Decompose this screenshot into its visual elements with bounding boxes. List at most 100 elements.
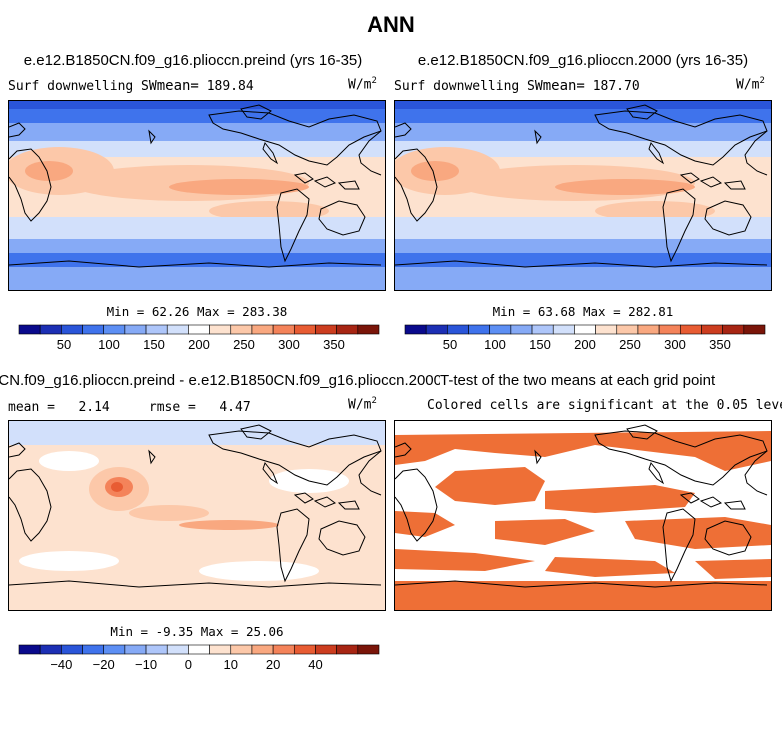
- colorbar-bottom-left: −40 −20 −10 0 10 20 40: [18, 644, 380, 672]
- colorbar-tick-label: −10: [135, 657, 157, 672]
- colorbar-tick-label: 300: [278, 337, 300, 352]
- colorbar-swatch: [272, 324, 295, 335]
- panel-title-top-right: e.e12.B1850CN.f09_g16.plioccn.2000 (yrs …: [417, 52, 749, 69]
- min-value: 62.26: [151, 304, 190, 319]
- colorbar-tick-label: 20: [266, 657, 280, 672]
- colorbar-swatch: [145, 324, 168, 335]
- colorbar-swatch: [293, 324, 316, 335]
- colorbar-swatch: [82, 324, 105, 335]
- colorbar-tick-label: 300: [664, 337, 686, 352]
- colorbar-swatch: [595, 324, 618, 335]
- units-text: W/m: [736, 77, 760, 93]
- colorbar-tick-label: 350: [709, 337, 731, 352]
- colorbar-tick-label: 250: [619, 337, 641, 352]
- colorbar-swatch: [251, 644, 274, 655]
- colorbar-swatch: [447, 324, 469, 335]
- colorbar-swatch: [468, 324, 491, 335]
- colorbar-swatch: [124, 324, 147, 335]
- colorbar-swatch: [637, 324, 660, 335]
- map-bottom-right: [394, 420, 772, 611]
- units-sup: 2: [371, 396, 377, 406]
- colorbar-swatch: [336, 644, 359, 655]
- map-top-right: [394, 100, 772, 291]
- colorbar-tick-label: 200: [574, 337, 596, 352]
- colorbar-tick-label: 40: [308, 657, 322, 672]
- max-label: Max =: [200, 624, 239, 639]
- mean-value: 189.84: [206, 79, 254, 94]
- colorbar-swatch: [124, 644, 147, 655]
- colorbar-tick-label: 0: [185, 657, 192, 672]
- colorbar-top-right: 50 100 150 200 250 300 350: [404, 324, 766, 352]
- colorbar-swatch: [103, 644, 126, 655]
- min-label: Min =: [106, 304, 145, 319]
- variable-label: Surf downwelling SW: [394, 79, 543, 94]
- colorbar-swatch: [425, 324, 448, 335]
- colorbar-tick-label: 100: [484, 337, 506, 352]
- colorbar-swatch: [230, 324, 253, 335]
- mean-label: mean=: [542, 78, 585, 94]
- panel-variable-top-left: Surf downwelling SWmean= 189.84: [8, 78, 254, 94]
- min-label: Min =: [110, 624, 149, 639]
- units-text: W/m: [348, 397, 372, 413]
- colorbar-tick-label: −40: [50, 657, 72, 672]
- map-top-left: [8, 100, 386, 291]
- colorbar-swatch: [679, 324, 702, 335]
- units-text: W/m: [348, 77, 372, 93]
- colorbar-tick-label: 100: [98, 337, 120, 352]
- mean-label: mean=: [156, 78, 199, 94]
- colorbar-swatch: [272, 644, 295, 655]
- min-label: Min =: [492, 304, 531, 319]
- panel-title-bottom-right: T-test of the two means at each grid poi…: [440, 372, 716, 389]
- colorbar-tick-label: 350: [323, 337, 345, 352]
- min-value: -9.35: [155, 624, 194, 639]
- max-label: Max =: [197, 304, 235, 319]
- max-value: 282.81: [628, 304, 674, 319]
- colorbar-tick-label: 200: [188, 337, 210, 352]
- mean-value: 2.14: [78, 400, 110, 415]
- colorbar-swatch: [61, 324, 83, 335]
- colorbar-swatch: [616, 324, 639, 335]
- minmax-bottom-left: Min = -9.35 Max = 25.06: [8, 624, 386, 639]
- colorbar-swatch: [357, 324, 380, 335]
- units-top-right: W/m2: [736, 76, 765, 92]
- colorbar-tick-label: 10: [224, 657, 238, 672]
- colorbar-tick-label: 150: [143, 337, 165, 352]
- colorbar-swatch: [39, 324, 62, 335]
- map-bottom-left: [8, 420, 386, 611]
- colorbar-swatch: [357, 644, 380, 655]
- colorbar-swatch: [743, 324, 766, 335]
- colorbar-top-left: 50 100 150 200 250 300 350: [18, 324, 380, 352]
- units-sup: 2: [371, 76, 377, 86]
- colorbar-swatch: [293, 644, 316, 655]
- colorbar-tick-label: 50: [57, 337, 71, 352]
- colorbar-swatch: [315, 644, 337, 655]
- colorbar-swatch: [188, 644, 210, 655]
- colorbar-swatch: [209, 324, 232, 335]
- panel-title-top-left: e.e12.B1850CN.f09_g16.plioccn.preind (yr…: [23, 52, 363, 69]
- colorbar-tick-label: −20: [93, 657, 115, 672]
- colorbar-swatch: [336, 324, 359, 335]
- colorbar-swatch: [315, 324, 337, 335]
- colorbar-swatch: [61, 644, 83, 655]
- figure-title: ANN: [367, 12, 415, 37]
- units-top-left: W/m2: [348, 76, 377, 92]
- colorbar-swatch: [82, 644, 105, 655]
- colorbar-swatch: [166, 644, 189, 655]
- units-sup: 2: [759, 76, 765, 86]
- colorbar-swatch: [209, 644, 232, 655]
- colorbar-swatch: [166, 324, 189, 335]
- colorbar-swatch: [552, 324, 575, 335]
- panel-stats-bottom-left: mean = 2.14 rmse = 4.47: [8, 400, 251, 415]
- panel-subtitle-bottom-right: Colored cells are significant at the 0.0…: [427, 398, 782, 413]
- minmax-top-left: Min = 62.26 Max = 283.38: [8, 304, 386, 319]
- max-value: 25.06: [245, 624, 284, 639]
- max-value: 283.38: [242, 304, 288, 319]
- max-label: Max =: [583, 304, 621, 319]
- minmax-top-right: Min = 63.68 Max = 282.81: [394, 304, 772, 319]
- panel-title-bottom-left: e.e12.B1850CN.f09_g16.plioccn.preind - e…: [0, 372, 440, 389]
- colorbar-swatch: [251, 324, 274, 335]
- colorbar-swatch: [510, 324, 533, 335]
- mean-value: 187.70: [592, 79, 640, 94]
- colorbar-swatch: [18, 324, 41, 335]
- rmse-value: 4.47: [219, 400, 251, 415]
